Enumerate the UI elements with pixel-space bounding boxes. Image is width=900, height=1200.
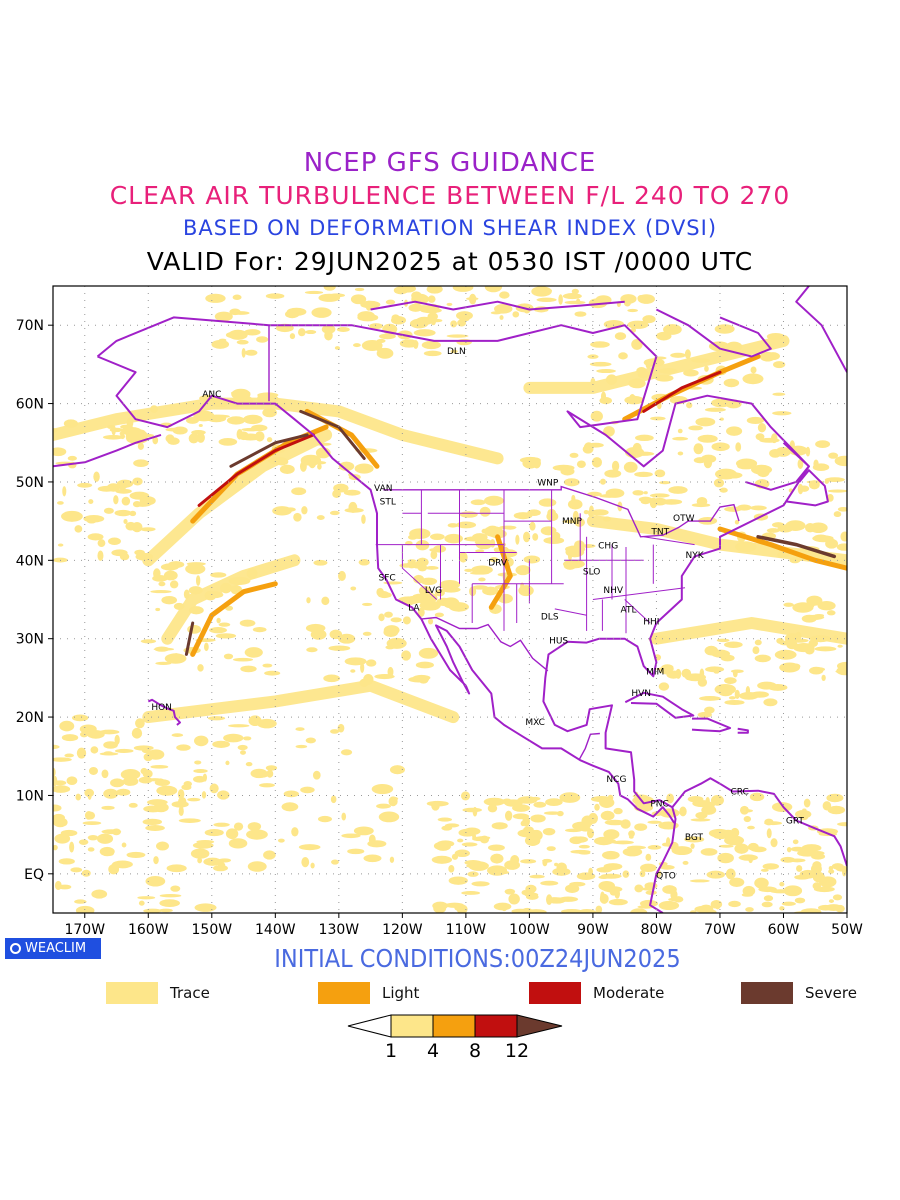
lon-tick-label: 70W: [704, 922, 736, 938]
lon-tick-label: 130W: [319, 922, 360, 938]
valid-time: VALID For: 29JUN2025 at 0530 IST /0000 U…: [146, 247, 754, 276]
legend-severe: Severe: [741, 982, 857, 1004]
map-frame: [52, 285, 848, 914]
station-crc: CRC: [730, 788, 748, 798]
station-van: VAN: [374, 484, 392, 494]
station-drv: DRV: [488, 559, 508, 569]
station-mim: MIM: [646, 668, 664, 678]
station-hon: HON: [151, 703, 172, 713]
station-nyk: NYK: [685, 551, 704, 561]
colorbar-tick-4: 4: [426, 1040, 440, 1062]
lon-tick-label: 150W: [192, 922, 233, 938]
station-dls: DLS: [541, 613, 559, 623]
colorbar-tick-1: 1: [384, 1040, 398, 1062]
legend-swatch-moderate: [529, 982, 581, 1004]
station-atl: ATL: [620, 606, 636, 616]
colorbar-tick-12: 12: [504, 1040, 530, 1062]
station-grt: GRT: [786, 817, 805, 827]
lon-tick-label: 110W: [446, 922, 487, 938]
lat-tick-label: 60N: [16, 397, 44, 413]
station-chg: CHG: [598, 541, 618, 551]
station-hvn: HVN: [631, 689, 651, 699]
station-hhi: HHI: [643, 617, 659, 627]
initial-conditions: INITIAL CONDITIONS:00Z24JUN2025: [274, 944, 681, 973]
station-dln: DLN: [447, 347, 466, 357]
lat-tick-label: 20N: [16, 710, 44, 726]
lon-tick-label: 160W: [128, 922, 169, 938]
lat-tick-label: 30N: [16, 632, 44, 648]
lon-tick-label: 100W: [509, 922, 550, 938]
map-subtitle-index: BASED ON DEFORMATION SHEAR INDEX (DVSI): [182, 216, 718, 240]
lat-tick-label: 10N: [16, 788, 44, 804]
turbulence-field: [53, 286, 847, 913]
legend-moderate: Moderate: [529, 982, 664, 1004]
station-slo: SLO: [583, 567, 601, 577]
station-tnt: TNT: [650, 527, 669, 537]
legend-trace: Trace: [106, 982, 210, 1004]
lat-tick-label: EQ: [24, 867, 44, 883]
station-wnp: WNP: [537, 479, 559, 489]
station-pnc: PNC: [650, 799, 668, 809]
legend-swatch-severe: [741, 982, 793, 1004]
station-hus: HUS: [549, 636, 568, 646]
coastlines: [53, 286, 847, 913]
weaclim-logo-icon: [10, 943, 21, 954]
lat-tick-label: 70N: [16, 318, 44, 334]
lon-tick-label: 50W: [831, 922, 863, 938]
lon-tick-label: 90W: [577, 922, 609, 938]
legend-light: Light: [318, 982, 419, 1004]
lon-tick-label: 120W: [382, 922, 423, 938]
color-bar: [347, 1014, 563, 1038]
station-mnp: MNP: [562, 517, 582, 527]
map-title: NCEP GFS GUIDANCE: [303, 148, 597, 178]
lat-tick-label: 40N: [16, 553, 44, 569]
legend-label-trace: Trace: [170, 984, 210, 1002]
station-mxc: MXC: [525, 718, 545, 728]
legend-swatch-trace: [106, 982, 158, 1004]
legend-label-severe: Severe: [805, 984, 857, 1002]
station-sfc: SFC: [379, 574, 396, 584]
weaclim-badge: WEACLIM: [5, 938, 101, 959]
colorbar-tick-8: 8: [468, 1040, 482, 1062]
legend-swatch-light: [318, 982, 370, 1004]
lon-tick-label: 140W: [255, 922, 296, 938]
map-subtitle-turbulence: CLEAR AIR TURBULENCE BETWEEN F/L 240 TO …: [109, 181, 791, 210]
lat-tick-label: 50N: [16, 475, 44, 491]
station-labels: ANC DLN VAN STL WNP MNP OTW TNT CHG NYK DRV SFC LVG S…: [151, 347, 804, 881]
lon-tick-label: 60W: [768, 922, 800, 938]
legend-label-moderate: Moderate: [593, 984, 665, 1002]
station-otw: OTW: [673, 514, 695, 524]
station-nhv: NHV: [603, 586, 624, 596]
lon-tick-label: 80W: [641, 922, 673, 938]
station-stl: STL: [380, 498, 396, 508]
lon-tick-label: 170W: [64, 922, 105, 938]
station-lvg: LVG: [425, 586, 442, 596]
weaclim-label: WEACLIM: [25, 941, 87, 956]
legend-label-light: Light: [382, 984, 420, 1002]
station-anc: ANC: [202, 390, 221, 400]
station-ncg: NCG: [606, 775, 626, 785]
station-bgt: BGT: [685, 833, 704, 843]
station-qto: QTO: [656, 871, 676, 881]
station-la: LA: [408, 603, 420, 613]
